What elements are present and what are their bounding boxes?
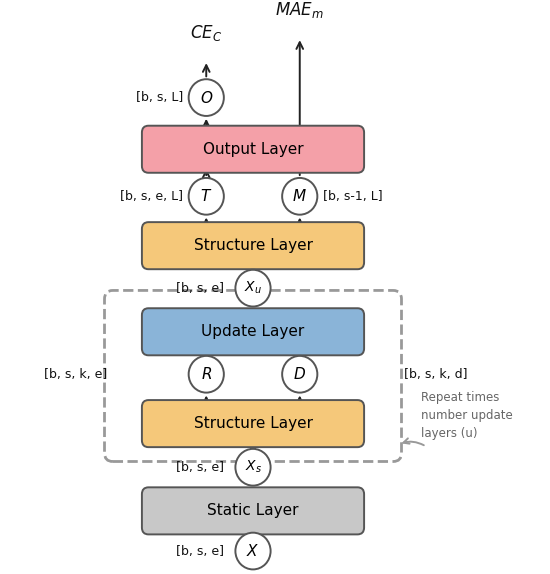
- Text: Output Layer: Output Layer: [203, 142, 303, 157]
- Text: [b, s, k, e]: [b, s, k, e]: [44, 368, 107, 381]
- Circle shape: [189, 178, 224, 215]
- Text: Structure Layer: Structure Layer: [194, 416, 312, 431]
- Circle shape: [235, 449, 271, 486]
- Circle shape: [235, 270, 271, 307]
- Text: [b, s, e]: [b, s, e]: [177, 461, 224, 474]
- FancyBboxPatch shape: [142, 487, 364, 534]
- Text: [b, s, k, d]: [b, s, k, d]: [404, 368, 468, 381]
- FancyBboxPatch shape: [142, 308, 364, 355]
- Text: $X_{s}$: $X_{s}$: [245, 459, 261, 475]
- Circle shape: [189, 356, 224, 393]
- Text: $O$: $O$: [200, 90, 213, 106]
- Text: [b, s-1, L]: [b, s-1, L]: [323, 190, 382, 203]
- FancyBboxPatch shape: [142, 400, 364, 447]
- Text: $X$: $X$: [246, 543, 260, 559]
- Text: Update Layer: Update Layer: [201, 324, 305, 339]
- Circle shape: [282, 356, 317, 393]
- Circle shape: [282, 178, 317, 215]
- Text: $R$: $R$: [201, 366, 212, 382]
- Text: Static Layer: Static Layer: [207, 503, 299, 518]
- Circle shape: [235, 533, 271, 569]
- Text: [b, s, L]: [b, s, L]: [136, 91, 183, 104]
- Text: [b, s, e, L]: [b, s, e, L]: [120, 190, 183, 203]
- Text: $D$: $D$: [293, 366, 306, 382]
- Text: [b, s, e]: [b, s, e]: [177, 545, 224, 557]
- Text: $MAE_m$: $MAE_m$: [276, 0, 324, 20]
- Text: Repeat times
number update
layers (u): Repeat times number update layers (u): [421, 390, 513, 440]
- Text: $CE_C$: $CE_C$: [190, 23, 222, 43]
- Text: $X_{u}$: $X_{u}$: [244, 280, 262, 296]
- Text: $T$: $T$: [200, 188, 212, 204]
- Text: [b, s, e]: [b, s, e]: [177, 282, 224, 294]
- FancyBboxPatch shape: [142, 126, 364, 173]
- Text: $M$: $M$: [293, 188, 307, 204]
- Circle shape: [189, 79, 224, 116]
- FancyBboxPatch shape: [142, 222, 364, 269]
- Text: Structure Layer: Structure Layer: [194, 238, 312, 253]
